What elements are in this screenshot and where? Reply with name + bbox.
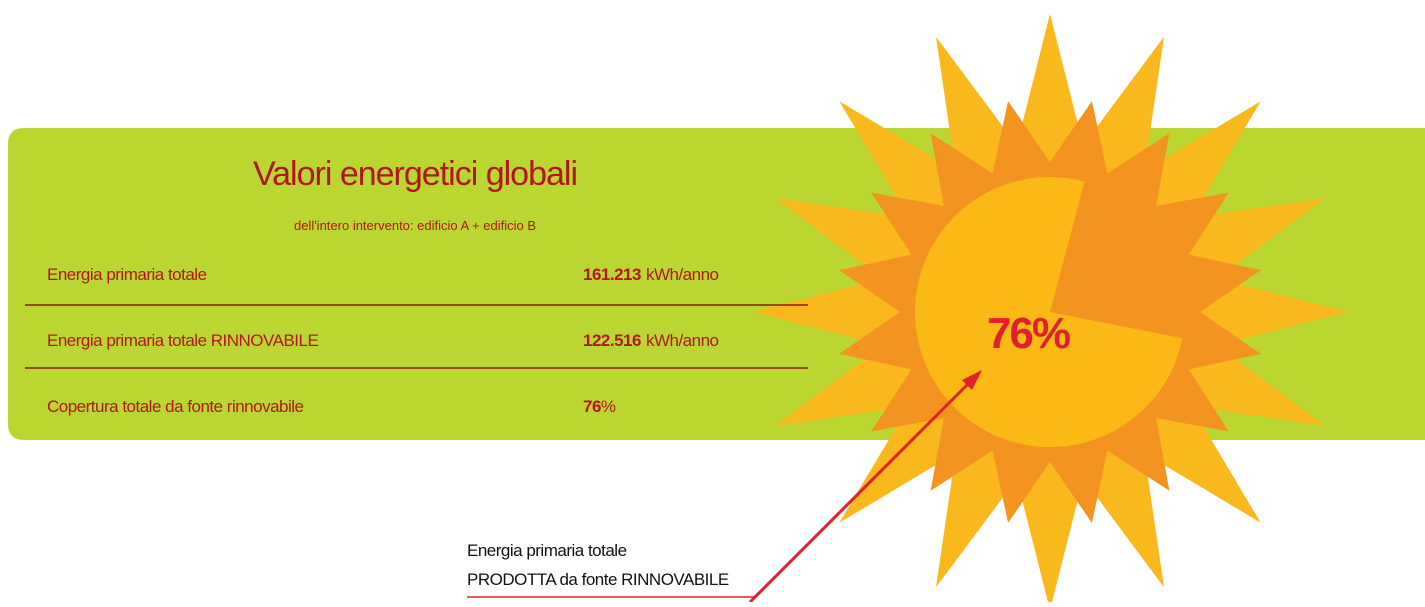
sun-label: 76% — [987, 309, 1070, 358]
page: 76% Valori energetici globali dell'inter… — [0, 0, 1425, 607]
row-value: 122.516 kWh/anno — [583, 331, 719, 350]
row-label: Energia primaria totale RINNOVABILE — [47, 331, 318, 350]
panel-title: Valori energetici globali — [253, 155, 577, 193]
infographic: 76% Valori energetici globali dell'inter… — [0, 0, 1425, 602]
row-number: 161.213 — [583, 265, 641, 284]
panel-subtitle: dell'intero intervento: edificio A + edi… — [294, 218, 536, 233]
callout-line: PRODOTTA da fonte RINNOVABILE — [467, 570, 729, 589]
row-unit: % — [601, 397, 616, 416]
row-label: Energia primaria totale — [47, 265, 207, 284]
row-number: 122.516 — [583, 331, 641, 350]
row-unit: kWh/anno — [646, 331, 719, 350]
row-value: 161.213 kWh/anno — [583, 265, 719, 284]
callout-line: Energia primaria totale — [467, 541, 627, 560]
row-number: 76 — [583, 397, 601, 416]
row-unit: kWh/anno — [646, 265, 719, 284]
row-value: 76% — [583, 397, 616, 416]
sun: 76% — [752, 14, 1348, 602]
row-label: Copertura totale da fonte rinnovabile — [47, 397, 304, 416]
